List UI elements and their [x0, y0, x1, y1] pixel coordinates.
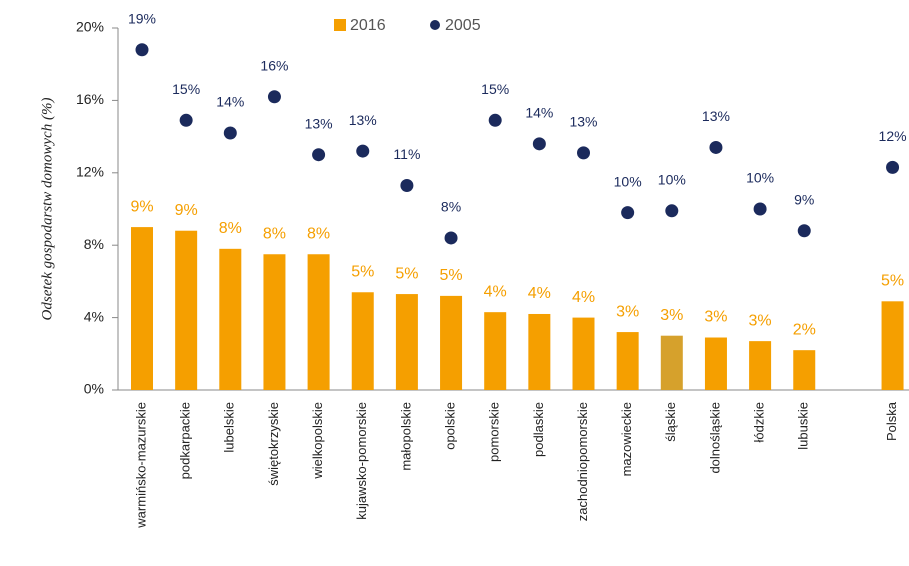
data-label: 8%: [307, 225, 330, 242]
dot: [267, 90, 281, 104]
legend-label: 2005: [445, 17, 481, 34]
data-label: 9%: [175, 202, 198, 219]
data-label: 4%: [484, 283, 507, 300]
bar: [263, 254, 286, 390]
x-tick-label: pomorskie: [487, 402, 502, 462]
x-tick-label: kujawsko-pomorskie: [354, 402, 369, 520]
x-tick-label: śląskie: [663, 402, 678, 442]
y-tick-label: 0%: [84, 381, 104, 397]
data-label: 10%: [614, 173, 642, 189]
data-label: 8%: [219, 220, 242, 237]
dot: [532, 137, 546, 151]
data-label: 3%: [704, 309, 727, 326]
data-label: 9%: [130, 198, 153, 215]
dot: [753, 202, 767, 216]
dot: [665, 204, 679, 218]
data-label: 15%: [481, 81, 509, 97]
dot: [356, 144, 370, 158]
bar: [440, 295, 463, 390]
bar: [572, 317, 595, 390]
data-label: 9%: [794, 191, 814, 207]
dot: [488, 113, 502, 127]
dot: [135, 43, 149, 57]
data-label: 13%: [305, 115, 333, 131]
data-label: 10%: [746, 170, 774, 186]
data-label: 13%: [569, 114, 597, 130]
x-tick-label: opolskie: [442, 402, 457, 450]
x-tick-label: lubelskie: [222, 402, 237, 453]
bar: [749, 341, 772, 390]
dot: [709, 140, 723, 154]
data-label: 5%: [351, 263, 374, 280]
data-label: 4%: [528, 285, 551, 302]
data-label: 19%: [128, 10, 156, 26]
x-tick-label: łódzkie: [752, 402, 767, 442]
data-label: 14%: [216, 94, 244, 110]
y-tick-label: 12%: [76, 164, 104, 180]
x-tick-label: podlaskie: [531, 402, 546, 457]
x-tick-label: mazowieckie: [619, 402, 634, 476]
data-label: 3%: [660, 307, 683, 324]
legend-label: 2016: [350, 17, 386, 34]
bar: [395, 294, 418, 390]
data-label: 10%: [658, 172, 686, 188]
dot: [312, 148, 326, 162]
dot: [400, 178, 414, 192]
x-tick-label: małopolskie: [398, 402, 413, 471]
data-label: 14%: [525, 105, 553, 121]
dot: [444, 231, 458, 245]
dot: [621, 206, 635, 220]
y-tick-label: 8%: [84, 236, 104, 252]
data-label: 2%: [793, 321, 816, 338]
y-tick-label: 4%: [84, 308, 104, 324]
data-label: 5%: [881, 273, 904, 290]
x-tick-label: zachodniopomorskie: [575, 402, 590, 521]
y-tick-label: 16%: [76, 91, 104, 107]
x-tick-label: dolnośląskie: [707, 402, 722, 474]
data-label: 4%: [572, 289, 595, 306]
x-tick-label: lubuskie: [796, 402, 811, 450]
bar: [704, 337, 727, 390]
x-tick-label: wielkopolskie: [310, 402, 325, 480]
data-label: 16%: [260, 57, 288, 73]
bar: [219, 248, 242, 390]
bar: [616, 332, 639, 390]
dot: [577, 146, 590, 160]
x-tick-label: warmińsko-mazurskie: [133, 402, 148, 529]
dot: [179, 113, 193, 127]
x-tick-label: Polska: [884, 401, 899, 441]
bar: [528, 313, 551, 390]
data-label: 5%: [439, 267, 462, 284]
data-label: 3%: [749, 312, 772, 329]
bar: [307, 254, 330, 390]
data-label: 15%: [172, 81, 200, 97]
bar: [175, 230, 198, 390]
data-label: 3%: [616, 303, 639, 320]
bar: [660, 335, 683, 390]
data-label: 11%: [393, 146, 420, 162]
bar: [351, 292, 374, 390]
dot: [223, 126, 237, 140]
dot: [797, 224, 811, 238]
bar: [484, 312, 507, 390]
data-label: 8%: [263, 225, 286, 242]
x-tick-label: świętokrzyskie: [266, 402, 281, 486]
data-label: 5%: [395, 265, 418, 282]
dot: [886, 160, 900, 174]
data-label: 8%: [441, 199, 461, 215]
bar: [131, 227, 153, 390]
data-label: 13%: [702, 108, 730, 124]
legend-swatch: [430, 20, 440, 30]
y-axis-label: Odsetek gospodarstw domowych (%): [39, 98, 55, 321]
legend-swatch: [334, 19, 346, 31]
x-tick-label: podkarpackie: [178, 402, 193, 479]
y-tick-label: 20%: [76, 19, 104, 35]
bar: [793, 350, 816, 390]
data-label: 12%: [879, 128, 907, 144]
data-label: 13%: [349, 112, 377, 128]
bar: [881, 301, 904, 390]
